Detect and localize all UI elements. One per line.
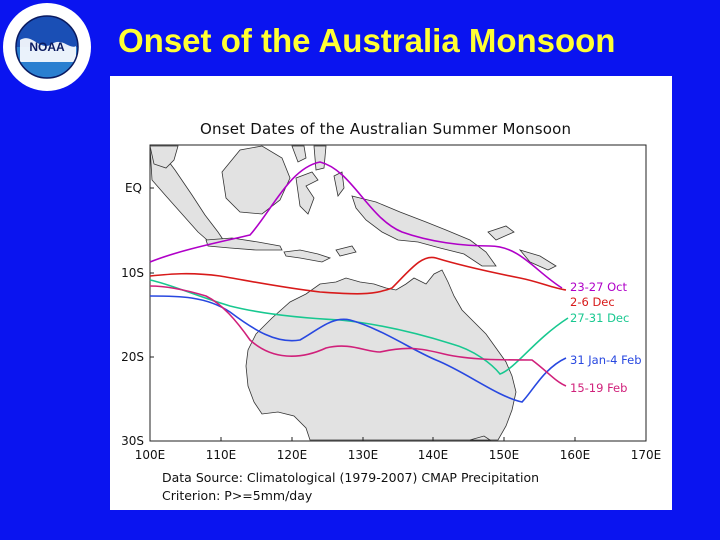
philippines <box>291 145 307 163</box>
onset-line-dec-late <box>149 279 569 375</box>
lon-label-170e: 170E <box>630 448 662 462</box>
lon-label-140e: 140E <box>417 448 449 462</box>
malay-peninsula <box>149 145 179 169</box>
onset-label-dec-early: 2-6 Dec <box>570 295 615 309</box>
onset-label-dec-late: 27-31 Dec <box>570 311 630 325</box>
borneo <box>221 145 291 215</box>
map-title: Onset Dates of the Australian Summer Mon… <box>200 120 572 138</box>
onset-line-feb-late <box>149 285 567 387</box>
lat-label-10s: 10S <box>121 266 144 280</box>
lon-label-100e: 100E <box>134 448 166 462</box>
onset-line-feb-early <box>149 295 567 403</box>
onset-line-dec-early <box>149 256 567 295</box>
lon-label-150e: 150E <box>488 448 520 462</box>
lon-label-120e: 120E <box>276 448 308 462</box>
noaa-logo: NOAA <box>2 2 92 92</box>
lat-label-20s: 20S <box>121 350 144 364</box>
lon-label-110e: 110E <box>205 448 237 462</box>
onset-line-oct <box>149 161 563 289</box>
slide-title: Onset of the Australia Monsoon <box>118 22 616 59</box>
lat-label-30s: 30S <box>121 434 144 448</box>
logo-text: NOAA <box>29 40 65 54</box>
onset-label-feb-early: 31 Jan-4 Feb <box>570 353 642 367</box>
new-guinea <box>351 195 497 267</box>
lon-label-130e: 130E <box>347 448 379 462</box>
australia <box>245 269 517 441</box>
sulawesi <box>295 171 319 215</box>
criterion-note: Criterion: P>=5mm/day <box>162 488 313 503</box>
data-source-note: Data Source: Climatological (1979-2007) … <box>162 470 540 485</box>
onset-label-feb-late: 15-19 Feb <box>570 381 628 395</box>
onset-label-oct: 23-27 Oct <box>570 280 627 294</box>
lat-label-eq: EQ <box>124 181 142 195</box>
lon-label-160e: 160E <box>559 448 591 462</box>
